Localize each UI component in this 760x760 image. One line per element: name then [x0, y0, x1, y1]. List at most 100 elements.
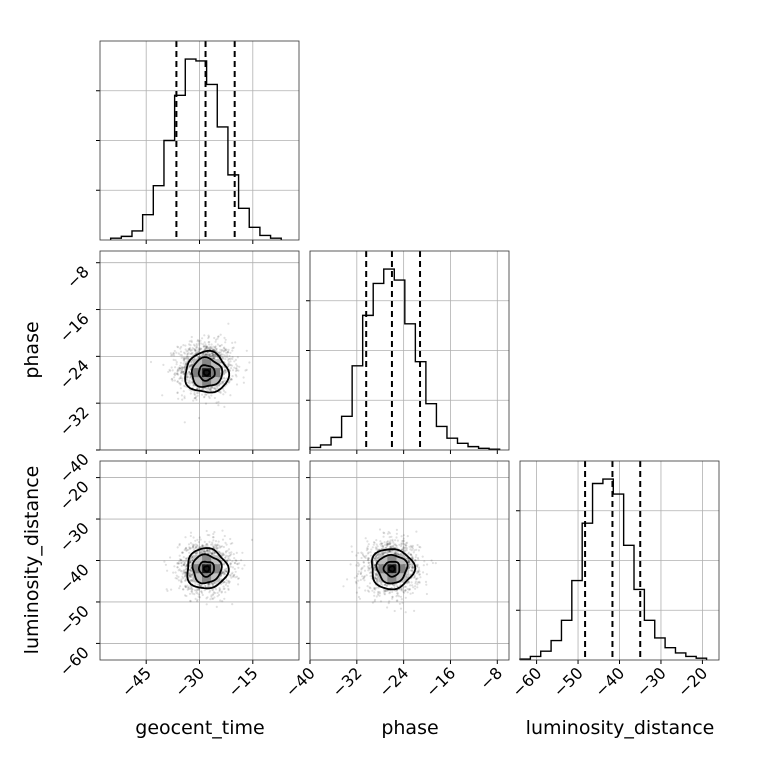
sample-point	[222, 349, 225, 352]
sample-point	[359, 572, 362, 576]
sample-point	[162, 363, 165, 366]
sample-point	[383, 551, 386, 554]
sample-point	[366, 545, 369, 548]
sample-point	[176, 380, 179, 383]
sample-point	[224, 358, 227, 361]
sample-point	[184, 577, 187, 581]
sample-point	[373, 600, 376, 603]
sample-point	[214, 354, 217, 357]
sample-point	[223, 534, 226, 538]
sample-point	[227, 365, 230, 368]
sample-point	[418, 570, 421, 573]
sample-point	[404, 546, 408, 549]
sample-point	[180, 394, 183, 397]
sample-point	[358, 597, 362, 600]
sample-point	[210, 594, 213, 597]
sample-point	[406, 547, 409, 550]
sample-point	[203, 395, 206, 398]
sample-point	[372, 543, 375, 546]
density-cell	[202, 377, 212, 387]
sample-point	[403, 591, 406, 594]
sample-point	[222, 379, 226, 383]
sample-point	[188, 370, 191, 373]
sample-point	[181, 367, 184, 371]
sample-point	[404, 611, 407, 614]
sample-point	[179, 383, 182, 386]
sample-point	[184, 547, 187, 550]
sample-point	[215, 547, 219, 550]
sample-point	[197, 342, 200, 345]
sample-point	[214, 345, 217, 349]
sample-point	[367, 558, 370, 561]
sample-point	[410, 549, 413, 552]
sample-point	[211, 541, 214, 544]
sample-point	[213, 353, 216, 356]
sample-point	[201, 545, 204, 548]
sample-point	[182, 362, 185, 365]
histogram-step	[309, 268, 501, 450]
sample-point	[189, 375, 192, 378]
density-cell	[202, 564, 212, 574]
density-cell	[193, 564, 202, 574]
sample-point	[409, 584, 412, 587]
sample-point	[180, 581, 183, 584]
sample-point	[368, 582, 372, 585]
sample-point	[196, 600, 199, 603]
sample-point	[422, 564, 425, 567]
sample-point	[409, 560, 412, 564]
sample-point	[401, 540, 404, 543]
sample-point	[190, 348, 194, 352]
sample-point	[221, 380, 224, 383]
sample-point	[210, 551, 214, 555]
sample-point	[181, 370, 184, 373]
sample-point	[213, 396, 216, 400]
sample-point	[418, 573, 421, 576]
sample-point	[209, 345, 212, 348]
sample-point	[368, 568, 371, 571]
scatter-panel-phase-luminosity_distance	[306, 460, 510, 664]
panels: −45 −30 −15 −40 −32 −24 −16 −8 −60 −50 −40 −30 −20−4…	[56, 40, 720, 701]
sample-point	[198, 348, 201, 351]
sample-point	[367, 551, 370, 554]
sample-point	[226, 354, 229, 357]
sample-point	[382, 535, 385, 538]
sample-point	[361, 577, 365, 580]
sample-point	[176, 566, 179, 569]
sample-point	[179, 585, 182, 588]
sample-point	[204, 346, 207, 349]
sample-point	[384, 552, 387, 555]
sample-point	[401, 548, 404, 551]
sample-point	[220, 382, 223, 385]
sample-point	[206, 352, 210, 355]
sample-point	[383, 532, 386, 535]
sample-point	[211, 347, 214, 350]
sample-point	[223, 581, 226, 584]
sample-point	[231, 347, 234, 350]
sample-point	[211, 552, 214, 556]
sample-point	[201, 550, 204, 553]
sample-point	[188, 546, 192, 550]
sample-point	[183, 366, 186, 369]
sample-point	[394, 551, 397, 554]
sample-point	[225, 554, 228, 557]
sample-point	[226, 351, 229, 354]
sample-point	[229, 565, 232, 568]
sample-point	[189, 587, 192, 591]
sample-point	[404, 589, 407, 592]
sample-point	[199, 538, 202, 541]
sample-point	[385, 584, 389, 587]
sample-point	[229, 394, 232, 397]
sample-point	[218, 586, 221, 590]
sample-point	[419, 546, 422, 549]
sample-point	[386, 551, 389, 554]
sample-point	[210, 386, 213, 389]
sample-point	[407, 551, 411, 554]
sample-point	[180, 356, 183, 359]
sample-point	[193, 392, 196, 395]
sample-point	[220, 354, 223, 357]
sample-point	[389, 545, 392, 549]
sample-point	[403, 550, 406, 553]
sample-point	[191, 579, 194, 582]
x-tick-label: −8	[476, 663, 506, 693]
sample-point	[229, 563, 232, 566]
